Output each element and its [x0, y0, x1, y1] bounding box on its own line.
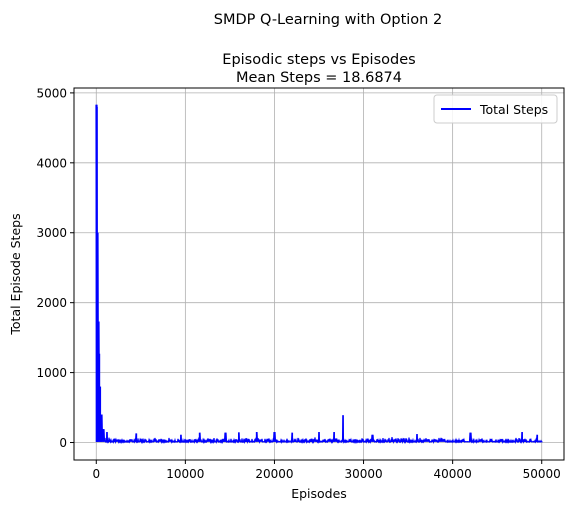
legend-label-total-steps: Total Steps [479, 102, 548, 117]
x-tick-label: 50000 [523, 467, 561, 481]
plot-area [95, 104, 543, 445]
y-tick-label: 4000 [36, 156, 67, 170]
x-tick-label: 10000 [166, 467, 204, 481]
series-line-total-steps [95, 104, 543, 445]
y-tick-label: 3000 [36, 226, 67, 240]
chart-title-line2: Mean Steps = 18.6874 [236, 70, 402, 86]
axes-frame [73, 87, 565, 461]
grid [74, 88, 564, 460]
y-axis-label: Total Episode Steps [8, 213, 23, 335]
x-axis-ticks: 0 10000 20000 30000 40000 50000 [92, 460, 561, 481]
y-axis-ticks: 0 1000 2000 3000 4000 5000 [36, 86, 74, 450]
chart-title-line1: Episodic steps vs Episodes [222, 52, 415, 68]
y-tick-label: 1000 [36, 366, 67, 380]
legend: Total Steps [433, 94, 558, 124]
y-tick-label: 5000 [36, 86, 67, 100]
x-tick-label: 30000 [344, 467, 382, 481]
chart-suptitle: SMDP Q-Learning with Option 2 [214, 12, 442, 28]
x-tick-label: 20000 [255, 467, 293, 481]
x-axis-label: Episodes [291, 486, 347, 501]
y-tick-label: 0 [59, 436, 67, 450]
x-tick-label: 0 [92, 467, 100, 481]
x-tick-label: 40000 [434, 467, 472, 481]
legend-box [433, 94, 558, 124]
y-tick-label: 2000 [36, 296, 67, 310]
